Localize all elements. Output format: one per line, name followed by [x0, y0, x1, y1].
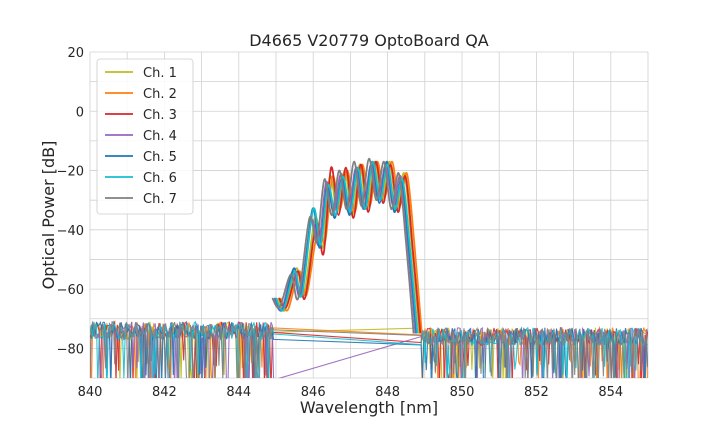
x-tick-label: 852	[524, 385, 549, 400]
noise-trace	[90, 321, 648, 378]
noise-trace	[90, 320, 648, 378]
x-tick-label: 850	[450, 385, 475, 400]
x-axis-label: Wavelength [nm]	[300, 398, 438, 417]
y-tick-label: 20	[67, 46, 84, 61]
x-tick-labels: 840 842 844 846 848 850 852 854	[78, 385, 624, 400]
y-tick-label: −40	[57, 224, 84, 239]
y-axis-label: Optical Power [dB]	[39, 141, 58, 290]
y-tick-labels: 20 0 −20 −40 −60 −80	[57, 46, 84, 357]
x-tick-label: 854	[598, 385, 623, 400]
y-tick-label: −60	[57, 283, 84, 298]
x-tick-label: 848	[375, 385, 400, 400]
legend-label: Ch. 7	[143, 192, 177, 207]
legend-label: Ch. 6	[143, 171, 177, 186]
series-line	[278, 160, 422, 334]
noise-trace	[90, 320, 648, 378]
legend-label: Ch. 4	[143, 129, 177, 144]
x-tick-label: 842	[152, 385, 177, 400]
y-tick-label: 0	[76, 105, 84, 120]
legend-label: Ch. 1	[143, 66, 177, 81]
y-tick-label: −80	[57, 342, 84, 357]
legend-label: Ch. 5	[143, 150, 177, 165]
legend: Ch. 1 Ch. 2 Ch. 3 Ch. 4 Ch. 5 Ch. 6 Ch. 7	[96, 58, 194, 215]
series-lines	[271, 157, 423, 334]
legend-label: Ch. 2	[143, 87, 177, 102]
series-line	[275, 160, 419, 334]
series-line	[271, 157, 415, 334]
x-tick-label: 846	[301, 385, 326, 400]
legend-box	[96, 58, 194, 215]
noise-trace	[90, 320, 648, 378]
y-tick-label: −20	[57, 165, 84, 180]
legend-label: Ch. 3	[143, 108, 177, 123]
noise-floor	[90, 320, 648, 378]
x-tick-label: 844	[226, 385, 251, 400]
x-tick-label: 840	[78, 385, 103, 400]
chart-title: D4665 V20779 OptoBoard QA	[249, 31, 489, 50]
